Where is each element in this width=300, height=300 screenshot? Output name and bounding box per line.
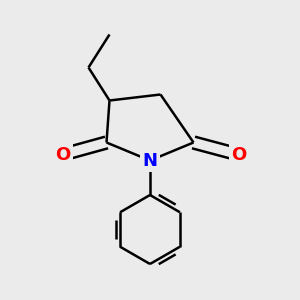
Text: N: N xyxy=(142,152,158,169)
Text: O: O xyxy=(231,146,246,164)
Text: O: O xyxy=(56,146,70,164)
